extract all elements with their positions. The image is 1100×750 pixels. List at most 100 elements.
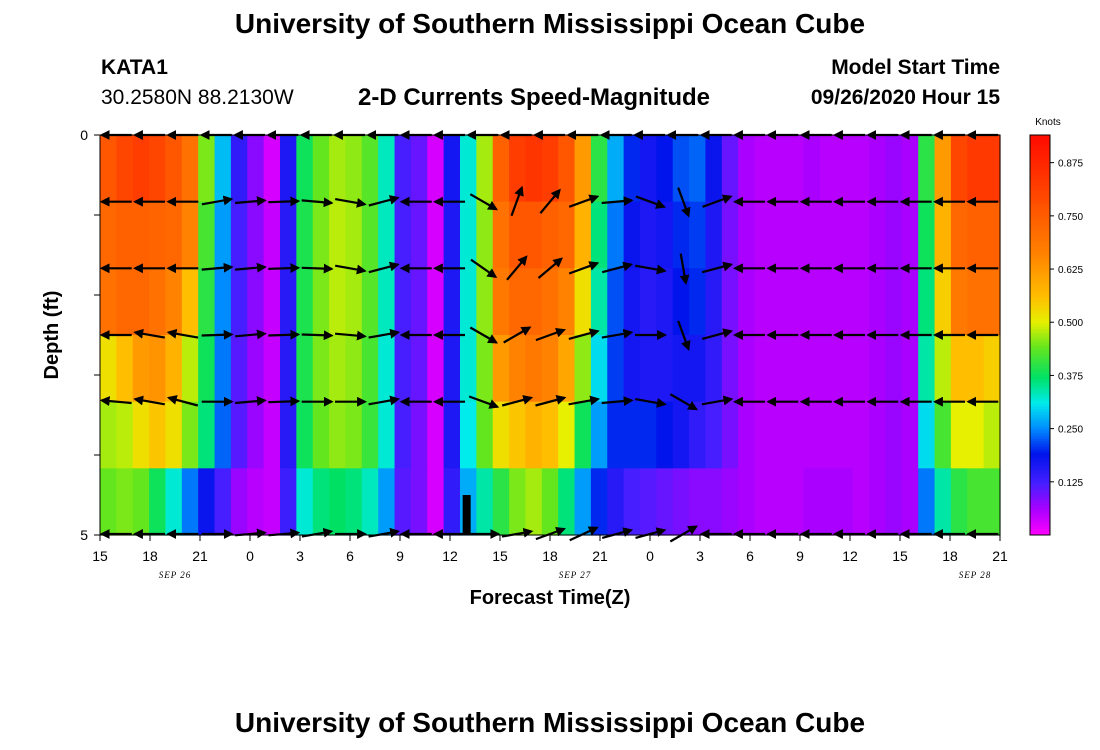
colorbar-cell [1030, 149, 1050, 152]
heatmap-cell [950, 268, 968, 336]
colorbar-cell [1030, 453, 1050, 456]
colorbar-cell [1030, 353, 1050, 356]
colorbar-cell [1030, 397, 1050, 400]
colorbar-cell [1030, 451, 1050, 454]
heatmap-cell [312, 468, 330, 536]
colorbar-cell [1030, 157, 1050, 160]
heatmap-cell [247, 268, 265, 336]
heatmap-cell [558, 468, 576, 536]
heatmap-cell [640, 401, 657, 469]
colorbar-cell [1030, 511, 1050, 514]
current-vector [701, 261, 734, 274]
heatmap-cell [705, 401, 723, 469]
heatmap-cell [427, 335, 445, 403]
heatmap-cell [378, 268, 396, 336]
colorbar-cell [1030, 461, 1050, 464]
current-vector [601, 527, 634, 539]
heatmap-cell [885, 335, 903, 403]
heatmap-cell [721, 401, 739, 469]
heatmap-cell [934, 335, 952, 403]
current-vector [368, 328, 401, 339]
heatmap-cell [509, 268, 527, 336]
colorbar-cell [1030, 249, 1050, 252]
colorbar-cell [1030, 409, 1050, 412]
heatmap-cell [738, 468, 756, 536]
colorbar-cell [1030, 387, 1050, 390]
heatmap-cell [672, 135, 690, 203]
current-vector [568, 328, 600, 340]
colorbar-frame [1029, 134, 1051, 536]
colorbar-cell [1030, 373, 1050, 376]
heatmap-cell [607, 135, 625, 203]
heatmap-cell [541, 135, 559, 203]
heatmap-cell [509, 401, 527, 469]
current-vector [601, 328, 634, 339]
colorbar-cell [1030, 365, 1050, 368]
heatmap-cell [443, 135, 461, 203]
colorbar-cell [1030, 343, 1050, 346]
colorbar-cell [1030, 513, 1050, 516]
colorbar-cell [1030, 361, 1050, 364]
colorbar-cell [1030, 295, 1050, 298]
colorbar-tick-label: 0.875 [1058, 159, 1083, 170]
colorbar-cell [1030, 431, 1050, 434]
colorbar-cell [1030, 271, 1050, 274]
colorbar-cell [1030, 197, 1050, 200]
colorbar-cell [1030, 293, 1050, 296]
x-tick-label: 21 [592, 548, 608, 564]
current-vector [468, 395, 500, 409]
colorbar-cell [1030, 533, 1050, 536]
colorbar-cell [1030, 385, 1050, 388]
colorbar-cell [1030, 465, 1050, 468]
heatmap-cell [329, 335, 347, 403]
heatmap-cell [476, 468, 494, 536]
colorbar-cell [1030, 407, 1050, 410]
current-vector [635, 398, 667, 408]
colorbar-cell [1030, 503, 1050, 506]
heatmap-cell [770, 201, 788, 269]
colorbar-cell [1030, 191, 1050, 194]
current-vector [335, 198, 367, 208]
current-vector [301, 197, 334, 208]
heatmap-cell [820, 201, 837, 269]
heatmap-cell [803, 201, 821, 269]
heatmap-cell [607, 335, 625, 403]
heatmap-cell [165, 201, 183, 269]
colorbar-cell [1030, 153, 1050, 156]
heatmap-cell [476, 268, 494, 336]
footer-title: University of Southern Mississippi Ocean… [234, 707, 866, 738]
colorbar-cell [1030, 389, 1050, 392]
colorbar-cell [1030, 467, 1050, 470]
colorbar-cell [1030, 323, 1050, 326]
heatmap-cell [312, 201, 330, 269]
colorbar-cell [1030, 151, 1050, 154]
heatmap-cell [672, 335, 690, 403]
heatmap-cell [967, 268, 985, 336]
colorbar-cell [1030, 299, 1050, 302]
colorbar-cell [1030, 309, 1050, 312]
heatmap-cell [558, 135, 576, 203]
colorbar-cell [1030, 345, 1050, 348]
current-vector [677, 320, 691, 351]
heatmap-cell [427, 268, 445, 336]
heatmap-cell [329, 201, 347, 269]
heatmap-cell [132, 335, 150, 403]
heatmap-cell [132, 201, 150, 269]
colorbar-cell [1030, 227, 1050, 230]
heatmap-cell [198, 135, 216, 203]
heatmap-cell [394, 268, 412, 336]
heatmap-cell [263, 335, 281, 403]
heatmap-cell [721, 135, 739, 203]
heatmap-cell [885, 468, 903, 536]
heatmap-cell [312, 268, 330, 336]
heatmap-cell [378, 135, 396, 203]
colorbar-cell [1030, 459, 1050, 462]
heatmap-cell [214, 201, 232, 269]
colorbar-cell [1030, 287, 1050, 290]
heatmap-cell [869, 335, 887, 403]
current-time-marker [462, 495, 471, 535]
heatmap-cell [541, 335, 559, 403]
colorbar-cell [1030, 239, 1050, 242]
heatmap-cell [361, 335, 379, 403]
heatmap-cell [214, 335, 232, 403]
